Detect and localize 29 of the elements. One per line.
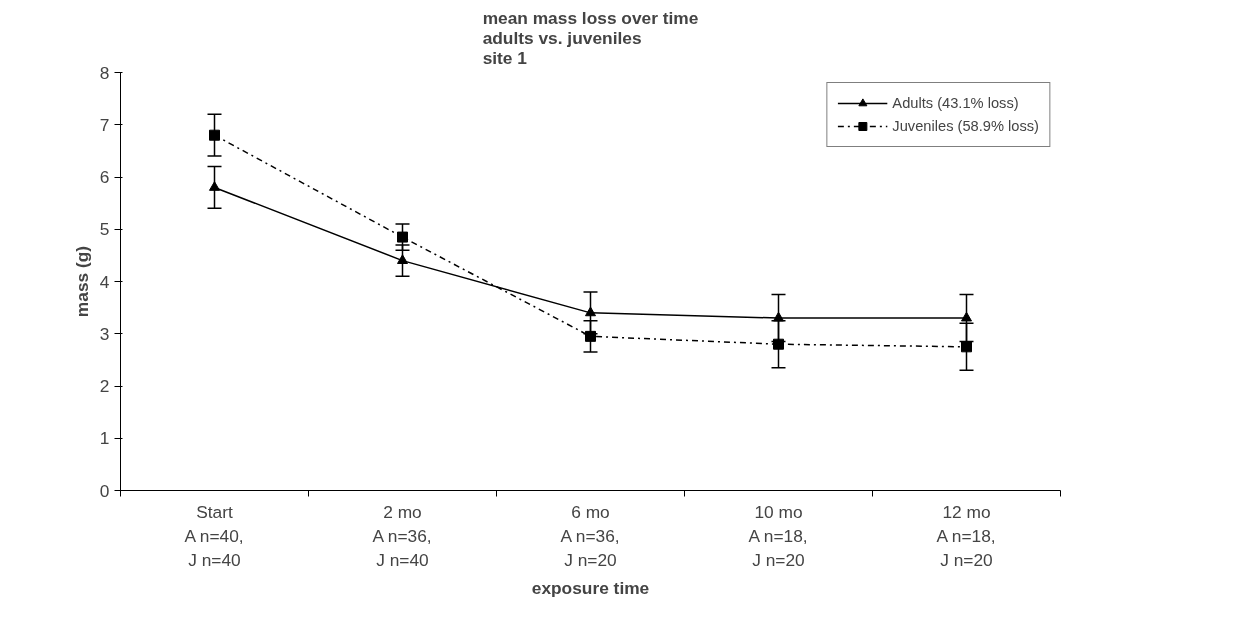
point <box>585 306 596 317</box>
x-tick-label: 2 mo A n=36, J n=40 <box>372 501 432 570</box>
point <box>209 181 220 191</box>
point <box>585 330 596 342</box>
y-tick-label: 1 <box>99 428 110 449</box>
point <box>397 254 408 264</box>
y-tick-label: 7 <box>99 114 110 135</box>
point <box>209 129 220 141</box>
point <box>773 311 784 322</box>
x-tick-label: 12 mo A n=18, J n=20 <box>936 501 996 570</box>
point <box>961 341 972 353</box>
point <box>961 311 972 322</box>
x-tick-label: 6 mo A n=36, J n=20 <box>560 501 620 570</box>
y-tick-label: 8 <box>99 62 110 83</box>
legend-label: Adults (43.1% loss) <box>892 95 1019 111</box>
legend-label: Juveniles (58.9% loss) <box>892 118 1039 134</box>
point <box>397 231 408 243</box>
x-axis-title: exposure time <box>531 577 650 598</box>
chart-title: mean mass loss over time adults vs. juveniles site 1 <box>482 7 699 68</box>
y-tick-label: 6 <box>99 167 110 187</box>
point <box>773 338 784 350</box>
y-tick-label: 4 <box>99 271 110 292</box>
x-tick-label: 10 mo A n=18, J n=20 <box>748 501 808 570</box>
x-tick-label: Start A n=40, J n=40 <box>184 501 244 570</box>
y-tick-label: 3 <box>99 323 110 344</box>
y-axis-title: mass (g) <box>71 245 92 318</box>
y-tick-label: 0 <box>99 480 110 501</box>
y-tick-label: 2 <box>99 376 110 396</box>
y-tick-label: 5 <box>99 219 110 240</box>
